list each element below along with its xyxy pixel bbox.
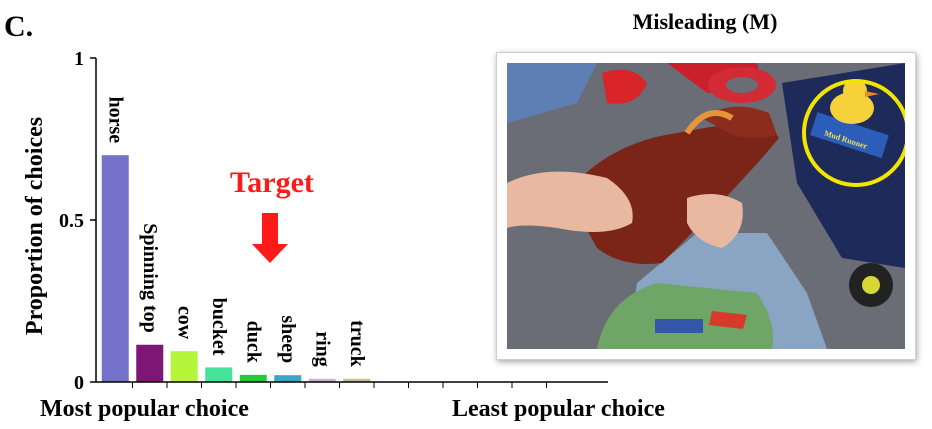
bar-label: truck [346,320,368,368]
bar-sheep [274,375,302,382]
target-label: Target [230,166,314,199]
bar-spinning-top [136,344,164,382]
bar-horse [101,155,129,382]
bar-label: ring [311,331,333,367]
bar-truck [343,378,371,382]
y-axis-ticks: 00.51 [59,48,96,394]
duck-beak [865,91,879,97]
bar-label: duck [242,321,264,364]
target-arrow-icon [252,213,288,263]
ring-hole [726,77,758,93]
bar-labels: horse Spinning top cow bucket duck sheep ring t… [104,97,368,368]
bar-label: horse [104,97,126,144]
bar-label: cow [173,306,195,340]
photo-title: Misleading (M) [633,9,778,34]
rubber-duck [830,92,874,124]
red-toy-left [602,69,647,104]
bar-bucket [205,367,233,382]
shirt-print-red [709,311,747,329]
photo-scene: Mud Runner [507,63,905,349]
child-hand-left [507,171,633,232]
shirt-print-truck [655,319,703,333]
bar-label: bucket [208,298,230,356]
photo-frame: Mud Runner [496,52,916,360]
bars [101,155,371,382]
y-tick-label: 1 [74,48,84,70]
y-tick-label: 0 [74,372,84,394]
toy-horse-mane [684,110,734,135]
x-axis-title-right: Least popular choice [452,396,665,422]
blue-toy [507,63,597,123]
bar-cow [170,351,198,382]
panel-letter: C. [4,10,33,43]
truck-side [810,112,889,159]
child-hand-right [687,194,743,248]
y-axis-title: Proportion of choices [22,117,48,335]
truck-body [782,63,905,268]
bar-label: sheep [277,315,299,363]
target-annotation: Target [230,166,314,263]
bar-duck [239,374,267,382]
bar-ring [308,378,336,382]
y-tick-label: 0.5 [59,210,84,232]
toy-horse-body [567,122,779,264]
photo: Mud Runner [507,63,905,349]
x-axis-ticks [132,382,547,388]
truck-hub [862,276,880,294]
duck-head [843,79,867,103]
x-axis-title-left: Most popular choice [40,396,249,422]
highlight-circle [802,79,905,187]
bar-label: Spinning top [139,223,161,333]
child-shirt [597,283,773,349]
